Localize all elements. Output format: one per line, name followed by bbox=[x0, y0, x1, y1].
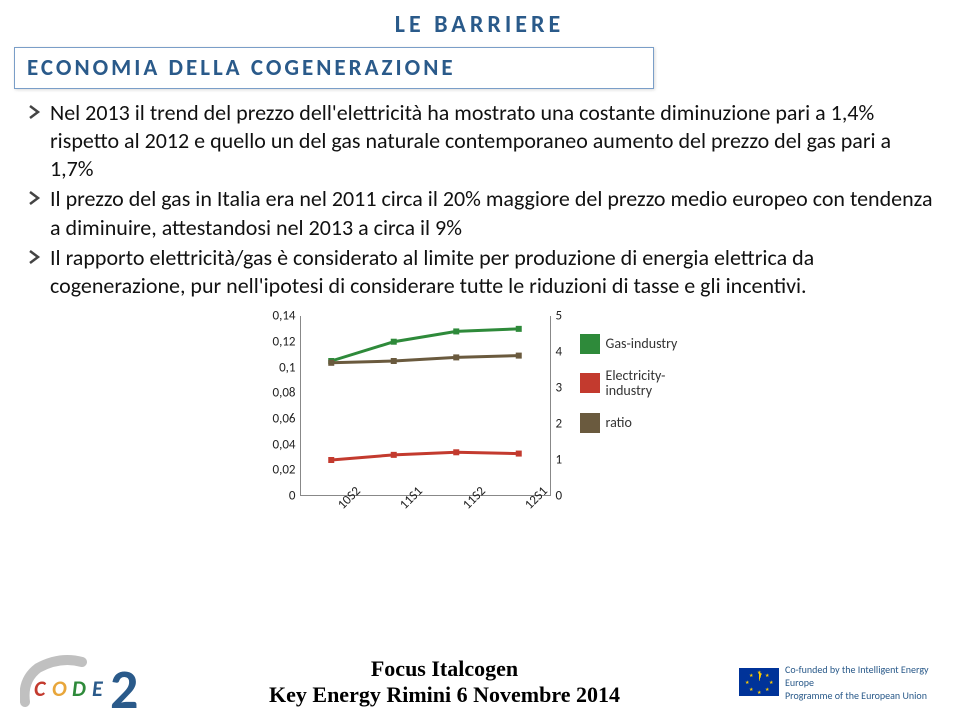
bullet-list: Nel 2013 il trend del prezzo dell'elettr… bbox=[0, 95, 959, 300]
chart-container: Gas-industry Electricity-industry ratio … bbox=[0, 306, 959, 536]
legend-item-ratio: ratio bbox=[580, 413, 700, 433]
page-title: LE BARRIERE bbox=[0, 0, 959, 39]
svg-text:C: C bbox=[34, 675, 47, 702]
section-title-box: ECONOMIA DELLA COGENERAZIONE bbox=[14, 47, 654, 89]
price-ratio-chart: Gas-industry Electricity-industry ratio … bbox=[250, 306, 710, 536]
legend-item-elec: Electricity-industry bbox=[580, 368, 700, 399]
y-left-tick: 0 bbox=[289, 489, 296, 504]
chart-right-axis bbox=[550, 316, 551, 496]
legend-swatch bbox=[580, 334, 600, 354]
bullet-item: Il rapporto elettricità/gas è considerat… bbox=[26, 244, 933, 300]
footer: C O D E 2 Focus Italcogen Key Energy Rim… bbox=[0, 650, 959, 714]
eu-flag-icon: ★ ★ ★ ★ ★ ★ ★ ★ bbox=[739, 668, 779, 696]
bullet-text: Il rapporto elettricità/gas è considerat… bbox=[50, 244, 933, 300]
y-right-tick: 2 bbox=[556, 417, 563, 432]
svg-text:O: O bbox=[52, 675, 67, 702]
y-right-tick: 4 bbox=[556, 345, 563, 360]
eu-text: Co-funded by the Intelligent Energy Euro… bbox=[785, 663, 939, 702]
legend-label: Gas-industry bbox=[606, 336, 678, 351]
bullet-text: Nel 2013 il trend del prezzo dell'elettr… bbox=[50, 99, 933, 183]
y-left-tick: 0,14 bbox=[272, 309, 295, 324]
svg-text:E: E bbox=[92, 675, 104, 702]
y-right-tick: 0 bbox=[556, 489, 563, 504]
svg-text:2: 2 bbox=[110, 656, 138, 714]
y-left-tick: 0,04 bbox=[272, 437, 295, 452]
y-right-tick: 1 bbox=[556, 453, 563, 468]
y-left-tick: 0,1 bbox=[279, 360, 295, 375]
footer-center: Focus Italcogen Key Energy Rimini 6 Nove… bbox=[150, 656, 739, 708]
y-right-tick: 5 bbox=[556, 309, 563, 324]
chevron-right-icon bbox=[26, 249, 42, 270]
chevron-right-icon bbox=[26, 190, 42, 211]
legend-swatch bbox=[580, 413, 600, 433]
legend-label: Electricity-industry bbox=[606, 368, 700, 399]
chart-plot-area bbox=[300, 316, 550, 496]
y-left-tick: 0,08 bbox=[272, 386, 295, 401]
footer-subtitle: Key Energy Rimini 6 Novembre 2014 bbox=[150, 682, 739, 708]
eu-text-line2: Programme of the European Union bbox=[785, 689, 939, 702]
y-right-tick: 3 bbox=[556, 381, 563, 396]
section-title: ECONOMIA DELLA COGENERAZIONE bbox=[27, 54, 641, 82]
legend-item-gas: Gas-industry bbox=[580, 334, 700, 354]
svg-text:D: D bbox=[72, 675, 86, 702]
eu-cofunded-logo: ★ ★ ★ ★ ★ ★ ★ ★ Co-funded by the Intelli… bbox=[739, 663, 939, 702]
bullet-item: Nel 2013 il trend del prezzo dell'elettr… bbox=[26, 99, 933, 183]
footer-title: Focus Italcogen bbox=[150, 656, 739, 682]
bullet-text: Il prezzo del gas in Italia era nel 2011… bbox=[50, 185, 933, 241]
legend-swatch bbox=[580, 373, 600, 393]
bullet-item: Il prezzo del gas in Italia era nel 2011… bbox=[26, 185, 933, 241]
y-left-tick: 0,06 bbox=[272, 411, 295, 426]
y-left-tick: 0,12 bbox=[272, 334, 295, 349]
legend-label: ratio bbox=[606, 415, 632, 430]
code2-logo: C O D E 2 bbox=[20, 650, 150, 714]
y-left-tick: 0,02 bbox=[272, 463, 295, 478]
chevron-right-icon bbox=[26, 104, 42, 125]
chart-legend: Gas-industry Electricity-industry ratio bbox=[580, 334, 700, 447]
eu-text-line1: Co-funded by the Intelligent Energy Euro… bbox=[785, 663, 939, 689]
